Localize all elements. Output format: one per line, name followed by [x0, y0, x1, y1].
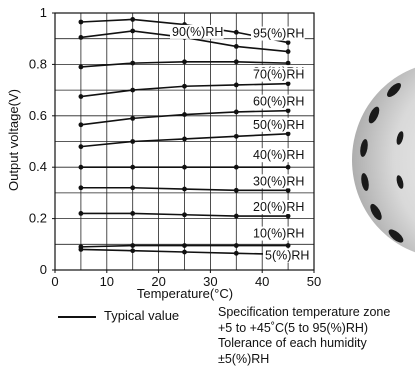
- data-point: [285, 81, 291, 87]
- series-labels: 95(%)RH90(%)RH80(%)RH70(%)RH60(%)RH50(%)…: [170, 25, 310, 263]
- data-point: [182, 249, 187, 255]
- data-point: [78, 122, 84, 128]
- y-tick-label: 0.2: [29, 211, 47, 226]
- series-label: 30(%)RH: [253, 174, 304, 188]
- series-label: 60(%)RH: [253, 95, 304, 109]
- humidity-output-chart: 95(%)RH90(%)RH80(%)RH70(%)RH60(%)RH50(%)…: [6, 5, 321, 301]
- series-label: 90(%)RH: [172, 25, 223, 39]
- series-label-bg: [251, 174, 305, 189]
- data-point: [233, 133, 239, 139]
- data-point: [182, 164, 187, 170]
- y-tick-label: 0: [40, 262, 47, 277]
- series-label-bg: [170, 24, 224, 39]
- x-axis-label: Temperature(°C): [137, 286, 233, 301]
- y-axis-label: Output voltage(V): [6, 89, 21, 191]
- data-point: [130, 87, 136, 93]
- series-label-bg: [251, 26, 305, 41]
- axes: [54, 12, 315, 271]
- data-point: [285, 213, 291, 219]
- data-point: [233, 59, 239, 65]
- data-point: [130, 28, 136, 34]
- y-tick-label: 0.6: [29, 108, 47, 123]
- data-point: [182, 243, 187, 248]
- data-point: [78, 185, 84, 191]
- data-point: [130, 248, 136, 254]
- series-label-bg: [251, 117, 305, 132]
- data-point: [182, 112, 187, 117]
- data-point: [130, 243, 136, 248]
- series-label-bg: [251, 94, 305, 109]
- x-tick-label: 10: [100, 274, 114, 289]
- data-point: [233, 250, 239, 256]
- data-point: [78, 94, 84, 99]
- data-point: [233, 213, 239, 219]
- series-label-bg: [251, 200, 305, 215]
- y-tick-label: 1: [40, 5, 47, 20]
- plot-frame: [54, 12, 315, 271]
- tick-labels: 0 10 20 30 40 50 0 0.2 0.4 0.6 0.8 1: [29, 5, 321, 289]
- data-point: [233, 29, 239, 35]
- data-point: [285, 243, 291, 248]
- data-point: [285, 164, 291, 170]
- data-point: [233, 44, 239, 49]
- series-label: 95(%)RH: [253, 27, 304, 41]
- sensor-photo: [352, 67, 415, 253]
- series-label: 70(%)RH: [253, 68, 304, 82]
- data-point: [130, 185, 136, 191]
- data-point: [233, 187, 239, 193]
- data-point: [130, 139, 136, 144]
- data-point: [285, 40, 291, 45]
- series-label: 50(%)RH: [253, 118, 304, 132]
- y-tick-label: 0.4: [29, 159, 47, 174]
- data-point: [78, 247, 84, 252]
- series-label: 40(%)RH: [253, 148, 304, 162]
- series-label: 5(%)RH: [265, 249, 309, 263]
- data-point: [285, 187, 291, 193]
- x-tick-label: 30: [203, 274, 217, 289]
- spec-line-2: +5 to +45˚C(5 to 95(%)RH): [218, 320, 369, 335]
- x-tick-label: 20: [151, 274, 165, 289]
- data-point: [182, 186, 187, 192]
- series-label: 10(%)RH: [253, 227, 304, 241]
- x-tick-label: 0: [51, 274, 58, 289]
- data-point: [182, 136, 187, 142]
- data-point: [78, 164, 84, 170]
- data-point: [78, 144, 84, 150]
- data-point: [130, 60, 136, 66]
- spec-line-3: Tolerance of each humidity: [218, 336, 367, 350]
- data-point: [233, 109, 239, 115]
- series-label-bg: [251, 148, 305, 163]
- data-point: [78, 35, 84, 40]
- data-point: [285, 108, 291, 114]
- data-point: [130, 115, 136, 121]
- legend-typical-value: Typical value: [104, 308, 180, 323]
- data-point: [233, 164, 239, 170]
- data-point: [182, 212, 187, 218]
- data-point: [130, 164, 136, 170]
- series-label: 20(%)RH: [253, 200, 304, 214]
- data-point: [233, 82, 239, 88]
- data-point: [78, 211, 84, 216]
- data-point: [285, 49, 291, 54]
- spec-line-4: ±5(%)RH: [218, 351, 270, 366]
- series-label-bg: [251, 67, 305, 82]
- series-label-bg: [263, 248, 310, 263]
- specification-note: Specification temperature zone +5 to +45…: [218, 305, 408, 367]
- y-tick-label: 0.8: [29, 56, 47, 71]
- x-tick-label: 50: [307, 274, 321, 289]
- data-point: [285, 131, 291, 137]
- data-point: [285, 60, 291, 66]
- data-point: [182, 59, 187, 65]
- data-point: [130, 17, 136, 22]
- data-point: [130, 211, 136, 216]
- data-point: [233, 243, 239, 248]
- data-point: [78, 64, 84, 70]
- data-point: [78, 19, 84, 25]
- spec-line-1: Specification temperature zone: [218, 305, 391, 319]
- legend-line-sample: [58, 316, 96, 318]
- data-point: [182, 83, 187, 89]
- x-tick-label: 40: [255, 274, 269, 289]
- series-label-bg: [251, 226, 305, 241]
